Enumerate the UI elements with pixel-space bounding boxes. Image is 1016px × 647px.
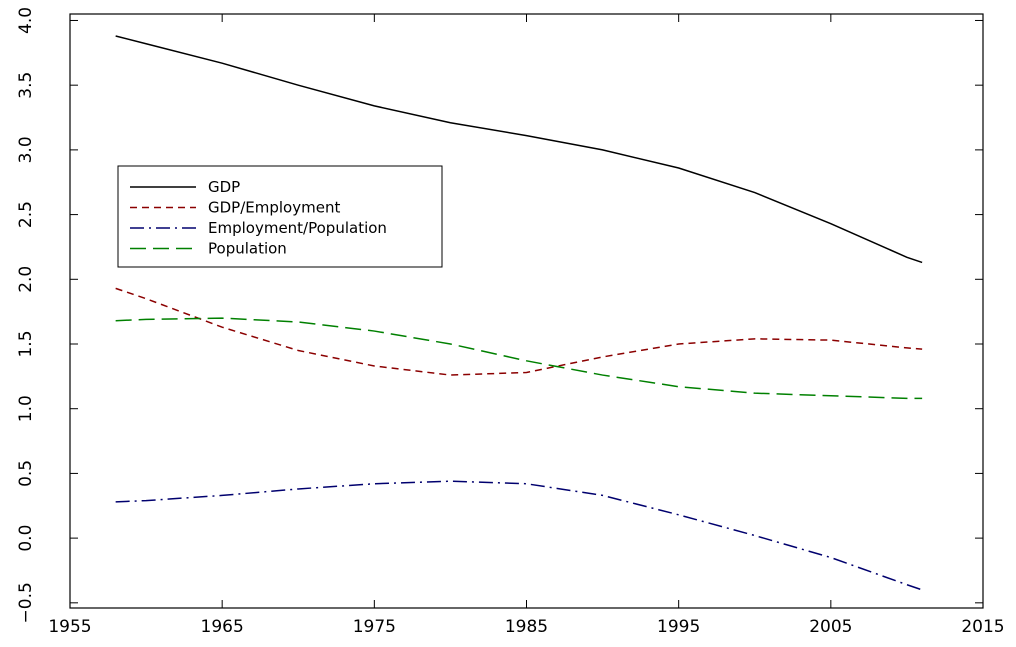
y-tick-label: 4.0 [16, 7, 36, 34]
x-tick-label: 1975 [353, 617, 396, 637]
series-line [115, 480, 923, 591]
legend-label: GDP [208, 178, 240, 196]
series-line [115, 35, 923, 264]
x-tick-label: 2005 [809, 617, 852, 637]
y-tick-label: 2.0 [16, 266, 36, 293]
legend-box [117, 165, 443, 268]
y-tick-label: 3.5 [16, 72, 36, 99]
plot-frame [69, 13, 984, 609]
x-tick-label: 1965 [201, 617, 244, 637]
y-tick-label: 1.5 [16, 330, 36, 357]
y-tick-label: 0.5 [16, 460, 36, 487]
legend-label: GDP/Employment [208, 199, 340, 217]
x-tick-label: 2015 [961, 617, 1004, 637]
legend: GDP GDP/Employment Employment/Population Po… [117, 165, 443, 268]
y-tick-label: 0.0 [16, 525, 36, 552]
x-tick-label: 1955 [48, 617, 91, 637]
series-line [115, 317, 923, 400]
y-tick-label: −0.5 [16, 582, 36, 623]
y-tick-label: 1.0 [16, 395, 36, 422]
legend-label: Population [208, 240, 287, 258]
y-tick-label: 3.0 [16, 136, 36, 163]
legend-label: Employment/Population [208, 219, 387, 237]
x-tick-label: 1995 [657, 617, 700, 637]
y-tick-label: 2.5 [16, 201, 36, 228]
x-tick-label: 1985 [505, 617, 548, 637]
series-line [115, 287, 923, 376]
